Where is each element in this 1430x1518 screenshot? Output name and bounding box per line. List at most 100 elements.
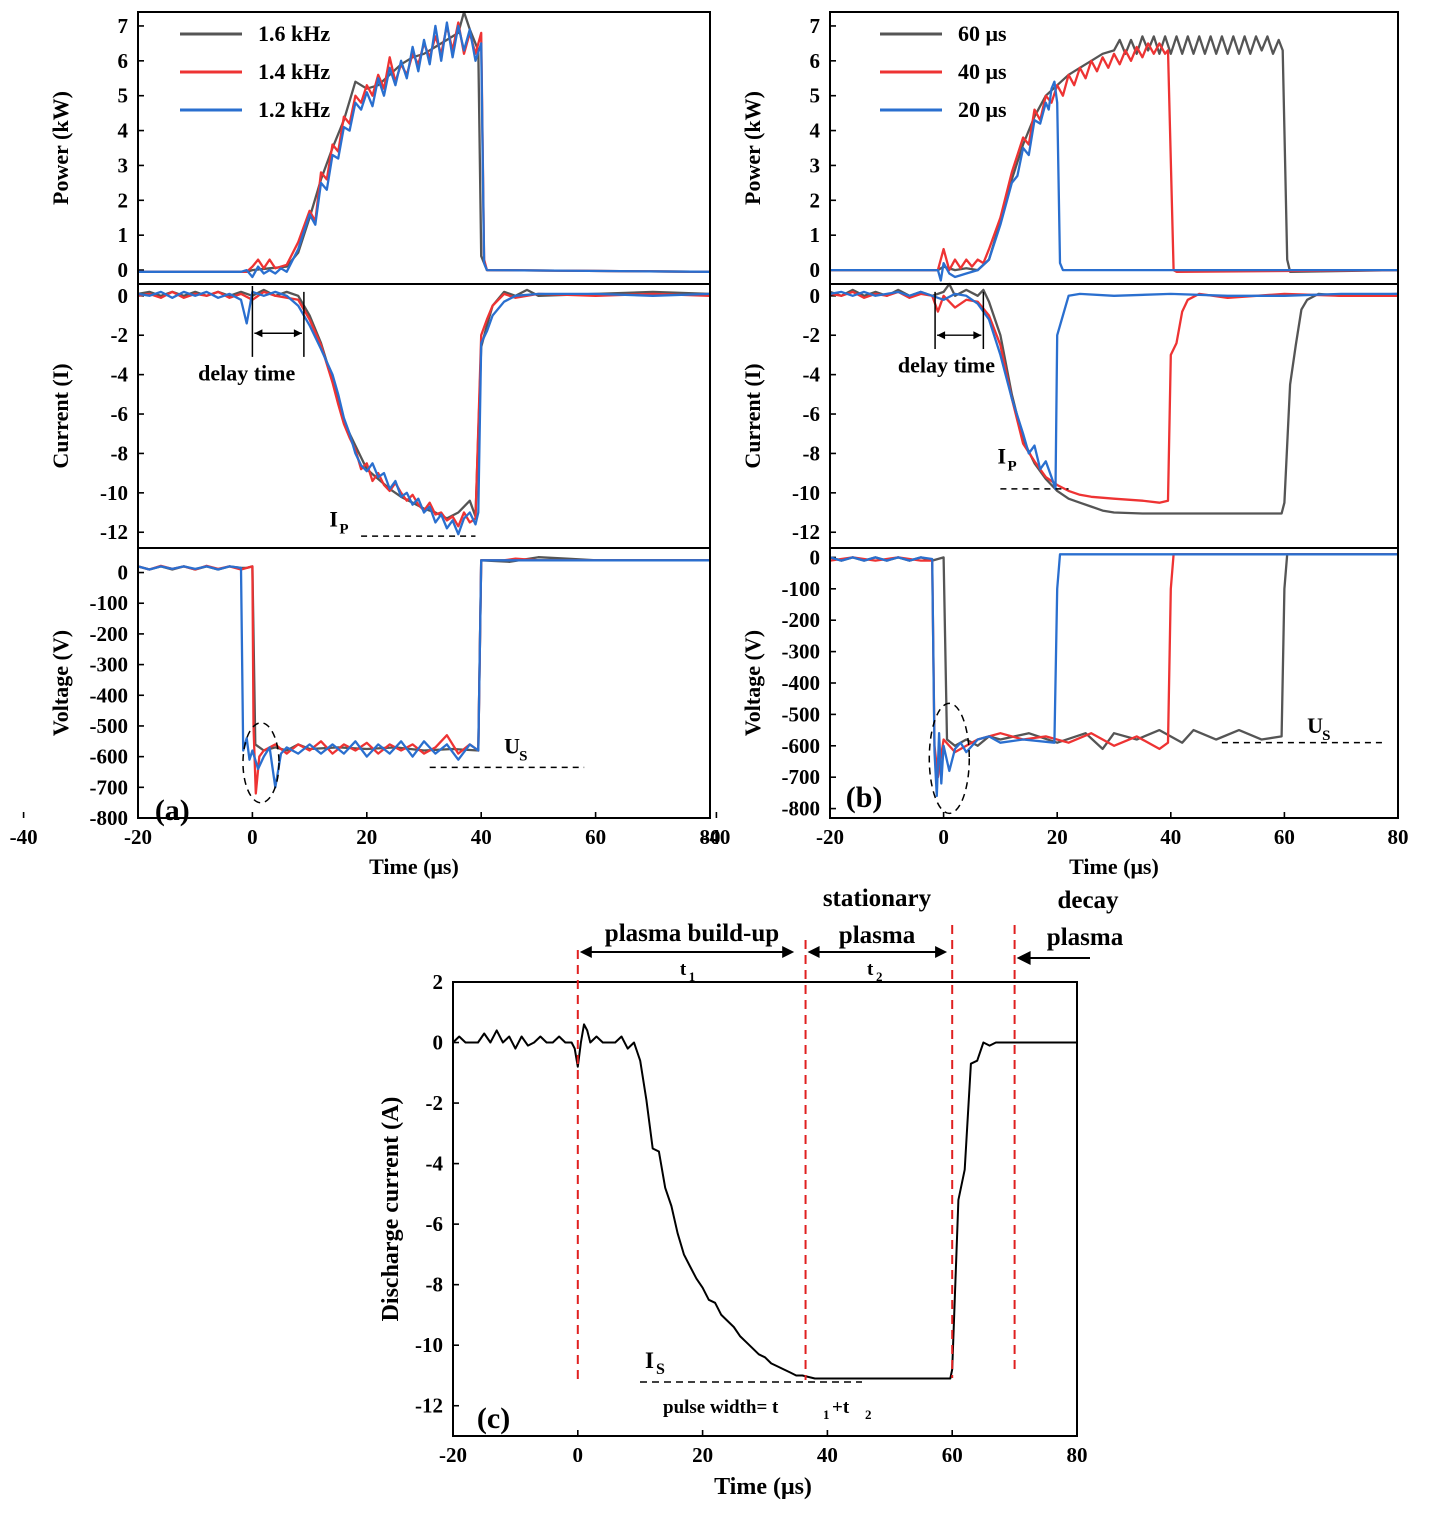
x-tick-label: 20 — [1047, 825, 1068, 849]
y-tick-label: 5 — [118, 84, 129, 108]
y-tick-label: -6 — [111, 402, 129, 426]
y-tick-label: 2 — [810, 188, 821, 212]
series-line-b-power-2 — [830, 42, 1399, 273]
delay-arrowhead-right — [973, 331, 982, 340]
y-tick-label: -100 — [782, 577, 821, 601]
series-line-a-current-1 — [137, 288, 711, 520]
x-tick-label: 0 — [938, 825, 949, 849]
x-tick-label: 0 — [573, 1443, 584, 1467]
series-line-a-voltage-3 — [137, 559, 710, 789]
x-axis-label: Time (μs) — [1069, 854, 1159, 879]
y-tick-label: -6 — [426, 1212, 444, 1236]
series-line-a-current-2 — [137, 290, 711, 528]
y-tick-label: 2 — [118, 188, 129, 212]
y-tick-label: -200 — [782, 608, 821, 632]
x-tick-label: 40 — [1160, 825, 1181, 849]
y-tick-label: 6 — [118, 49, 129, 73]
y-axis-label: Discharge current (A) — [378, 1097, 404, 1322]
series-line-b-voltage-2 — [829, 553, 1398, 779]
legend-entry-1: 1.6 kHz — [258, 21, 330, 46]
peak-current-subscript: P — [1008, 458, 1017, 474]
phase-label-buildup: plasma build-up — [605, 920, 779, 947]
overshoot-highlight-ellipse — [928, 702, 971, 815]
series-line-b-current-1 — [829, 282, 1399, 515]
stationary-current-subscript: S — [656, 1361, 665, 1378]
y-tick-label: -700 — [782, 765, 821, 789]
subplot-frame — [829, 283, 1399, 549]
phase-label-decay: decay — [1057, 887, 1119, 914]
x-tick-label: 40 — [817, 1443, 838, 1467]
legend-entry-2: 40 μs — [958, 59, 1007, 84]
y-tick-label: -12 — [100, 520, 128, 544]
subplot-b-current: 0 -2 -4 -6 -8 -10 -12 Current (I) delay time I P — [740, 282, 1399, 549]
pulse-width-sub1: 1 — [823, 1407, 830, 1422]
series-line-b-current-2 — [829, 290, 1398, 504]
delay-arrowhead-left — [254, 329, 263, 338]
y-tick-label: -300 — [782, 640, 821, 664]
x-tick-label: 60 — [585, 825, 606, 849]
y-tick-label: -500 — [782, 702, 821, 726]
t2-interval-arrow-head-right — [935, 946, 948, 958]
plot-frame — [452, 981, 1078, 1437]
y-tick-label: -12 — [415, 1394, 443, 1418]
y-tick-label: 3 — [118, 153, 129, 177]
y-tick-label: 4 — [810, 119, 821, 143]
series-line-b-power-1 — [830, 35, 1399, 273]
sustain-voltage-label: U — [1307, 713, 1323, 738]
y-tick-label: -10 — [100, 481, 128, 505]
y-tick-label: -10 — [415, 1333, 443, 1357]
y-tick-label: -800 — [782, 797, 821, 821]
y-tick-label: 0 — [118, 561, 129, 585]
peak-current-label: I — [329, 506, 338, 531]
t1-subscript: 1 — [689, 969, 696, 984]
y-tick-label: -4 — [803, 363, 821, 387]
delay-arrowhead-left — [937, 331, 946, 340]
y-tick-label: -4 — [426, 1152, 444, 1176]
x-tick-label: 20 — [356, 825, 377, 849]
y-tick-label: 0 — [118, 284, 129, 308]
y-tick-label: 7 — [810, 14, 821, 38]
delay-time-label: delay time — [898, 353, 995, 378]
panel-label-a: (a) — [155, 794, 190, 827]
sustain-voltage-subscript: S — [519, 749, 527, 765]
y-tick-label: 5 — [810, 84, 821, 108]
sustain-voltage-subscript: S — [1322, 728, 1330, 744]
y-tick-label: 0 — [433, 1031, 444, 1055]
x-tick-label: -40 — [702, 825, 730, 849]
delay-arrowhead-right — [293, 329, 302, 338]
delay-time-label: delay time — [198, 361, 295, 386]
y-tick-label: -8 — [111, 441, 129, 465]
x-tick-label: 80 — [700, 825, 721, 849]
phase-label-decay-plasma: plasma — [1047, 924, 1124, 951]
x-tick-label: -20 — [439, 1443, 467, 1467]
pulse-width-plus-t: +t — [832, 1397, 850, 1418]
y-tick-label: -500 — [90, 714, 129, 738]
y-tick-label: 6 — [810, 49, 821, 73]
t1-interval-arrow-head-left — [579, 946, 592, 958]
y-tick-label: -700 — [90, 775, 129, 799]
x-tick-label: 60 — [942, 1443, 963, 1467]
y-tick-label: -10 — [792, 481, 820, 505]
y-tick-label: 1 — [810, 223, 821, 247]
t2-label: t — [867, 959, 874, 980]
y-axis-label: Current (I) — [48, 363, 73, 468]
subplot-a-current: 0 -2 -4 -6 -8 -10 -12 Current (I) delay time I P — [48, 283, 711, 549]
subplot-b-voltage: 0 -100 -200 -300 -400 -500 -600 -700 -800 Voltage… — [740, 545, 1399, 821]
pulse-width-sub2: 2 — [865, 1407, 872, 1422]
t2-interval-arrow-head-left — [807, 946, 820, 958]
subplot-a-power: 0 1 2 3 4 5 6 7 Power (kW) 1.6 kHz 1.4 kHz 1.2 kHz — [48, 10, 711, 285]
subplot-b-power: 0 1 2 3 4 5 6 7 Power (kW) 60 μs 40 μs 20 μs — [740, 11, 1399, 285]
series-line-a-voltage-2 — [137, 557, 710, 795]
subplot-a-voltage: 0 -100 -200 -300 -400 -500 -600 -700 -800 Voltage… — [48, 547, 711, 830]
y-tick-label: -8 — [803, 441, 821, 465]
decay-arrowhead — [1016, 951, 1031, 965]
y-tick-label: -200 — [90, 622, 129, 646]
series-line-a-power-2 — [138, 21, 711, 273]
y-tick-label: -12 — [792, 520, 820, 544]
t1-interval-arrow-head-right — [782, 946, 795, 958]
y-tick-label: 0 — [118, 258, 129, 282]
subplot-frame — [137, 547, 711, 819]
x-tick-label: 80 — [1388, 825, 1409, 849]
